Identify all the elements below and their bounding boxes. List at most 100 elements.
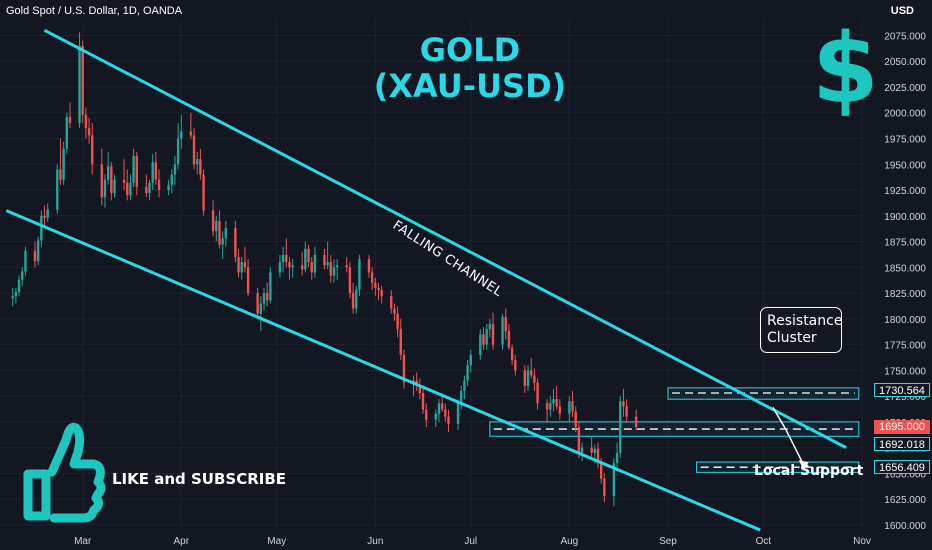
candle-body: [313, 254, 317, 273]
candle-body: [68, 116, 72, 124]
candle: [469, 349, 472, 373]
candle: [176, 123, 180, 170]
candle: [199, 148, 202, 180]
candle: [514, 354, 517, 376]
x-tick-label: Aug: [560, 536, 578, 547]
candle-body: [425, 409, 428, 420]
candle: [421, 385, 425, 414]
candle-body: [291, 265, 294, 268]
title-line-2: (XAU-USD): [373, 67, 567, 105]
candle-body: [367, 259, 371, 273]
price-axis: 1600.0001625.0001650.0001675.0001700.000…: [884, 31, 926, 531]
candle-body: [106, 166, 110, 180]
thumbs-up-icon: [23, 422, 106, 523]
x-tick-label: Sep: [659, 536, 677, 547]
candle-body: [374, 282, 377, 288]
candle-body: [485, 329, 488, 345]
candle-body: [21, 271, 24, 280]
candle: [110, 162, 113, 201]
candle-body: [145, 186, 148, 194]
candle-body: [33, 250, 37, 262]
candle: [129, 174, 132, 201]
candle-body: [87, 128, 91, 136]
candle: [56, 164, 59, 214]
candle: [326, 241, 329, 270]
candle-body: [221, 238, 224, 245]
candle-body: [507, 331, 511, 348]
candle: [530, 357, 533, 379]
candle-body: [323, 254, 326, 266]
y-tick-label: 1875.000: [884, 238, 926, 249]
candle: [625, 399, 628, 422]
x-tick-label: Jul: [464, 536, 477, 547]
currency-label: USD: [890, 5, 914, 17]
candle: [555, 385, 558, 410]
candle-body: [603, 478, 606, 497]
candle-body: [113, 179, 116, 194]
candle-body: [84, 114, 88, 129]
y-tick-label: 2000.000: [884, 109, 926, 120]
candle-body: [552, 399, 555, 404]
candle: [84, 107, 88, 139]
y-tick-label: 1950.000: [884, 160, 926, 171]
candle-body: [300, 265, 304, 270]
y-tick-label: 1825.000: [884, 289, 926, 300]
candle-body: [574, 411, 577, 428]
resistance-label-line-1: Resistance: [767, 313, 843, 329]
candle: [460, 385, 463, 410]
candle: [218, 210, 221, 249]
candle: [262, 287, 266, 311]
candle: [65, 112, 68, 154]
candle: [332, 259, 336, 283]
candle-body: [46, 209, 49, 218]
candle-body: [555, 399, 558, 407]
projection-layer: [772, 407, 809, 471]
price-tag: 1656.409: [874, 459, 930, 474]
candle-body: [170, 174, 173, 185]
candle-body: [259, 303, 263, 314]
symbol-title[interactable]: Gold Spot / U.S. Dollar, 1D, OANDA: [6, 5, 183, 17]
candle-body: [568, 401, 571, 414]
candle: [259, 296, 263, 332]
candle-body: [176, 138, 180, 165]
candle: [62, 141, 65, 185]
candle-body: [444, 409, 447, 417]
y-tick-label: 1850.000: [884, 263, 926, 274]
y-tick-label: 2050.000: [884, 57, 926, 68]
candle-body: [625, 406, 628, 417]
candle: [415, 372, 418, 391]
candle-body: [545, 403, 549, 410]
candle-body: [304, 248, 307, 270]
candle-body: [310, 262, 313, 273]
y-tick-label: 1925.000: [884, 186, 926, 197]
candle-body: [335, 265, 339, 268]
candle: [300, 251, 304, 276]
candle: [345, 256, 348, 273]
candle-body: [466, 365, 469, 381]
candle: [335, 259, 339, 280]
candle-body: [307, 248, 310, 263]
candle: [590, 437, 593, 458]
candle-body: [269, 272, 272, 301]
candle-body: [558, 406, 562, 414]
candle-body: [110, 166, 113, 194]
candle-body: [62, 148, 65, 180]
candle: [46, 203, 49, 222]
candle: [135, 151, 138, 196]
chart-title: GOLD (XAU-USD): [340, 32, 600, 104]
candle: [545, 399, 549, 422]
dollar-icon: $: [812, 13, 879, 125]
candle-body: [332, 267, 336, 276]
candle: [571, 390, 574, 417]
candle: [444, 403, 447, 422]
candle-body: [421, 393, 425, 410]
candle: [418, 378, 422, 400]
candle-body: [78, 45, 81, 124]
time-axis: Mar Apr May Jun Jul Aug Sep Oct Nov: [74, 536, 871, 547]
candle-body: [173, 164, 177, 175]
candle-body: [129, 182, 132, 196]
y-tick-label: 1775.000: [884, 341, 926, 352]
candle-body: [380, 289, 383, 297]
